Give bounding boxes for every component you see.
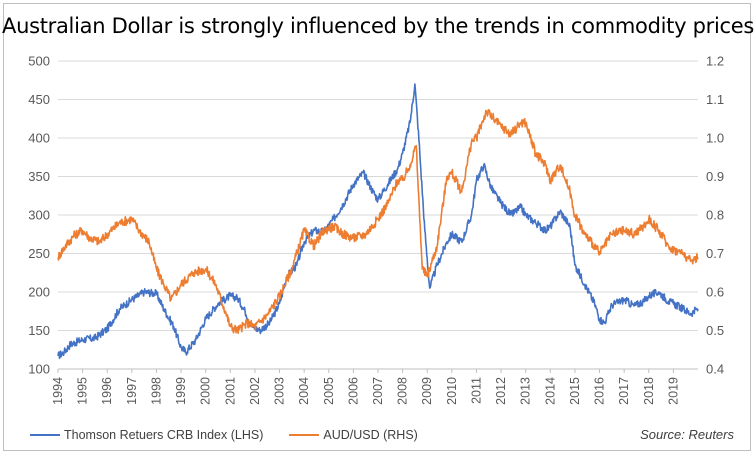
y-left-tick-label: 350 [28,169,50,184]
y-right-tick-label: 1.2 [706,54,724,69]
x-tick-label: 2009 [420,377,434,405]
x-tick-label: 2010 [445,377,459,405]
x-tick-label: 1994 [51,377,65,405]
x-tick-label: 2002 [248,377,262,405]
x-tick-label: 2017 [617,377,631,405]
x-tick-label: 2005 [322,377,336,405]
y-left-tick-label: 300 [28,208,50,223]
legend-item-aud: AUD/USD (RHS) [289,428,418,442]
chart-title: Australian Dollar is strongly influenced… [2,14,754,38]
x-tick-label: 1995 [76,377,90,405]
series-line-aud-usd [57,109,699,334]
y-left-tick-label: 500 [28,54,50,69]
y-left-tick-label: 450 [28,92,50,107]
y-right-tick-label: 0.8 [706,208,724,223]
x-tick-label: 2001 [223,377,237,405]
legend-item-crb: Thomson Retuers CRB Index (LHS) [30,428,263,442]
x-tick-label: 2015 [568,377,582,405]
legend-label-aud: AUD/USD (RHS) [323,428,418,442]
x-tick-label: 1998 [149,377,163,405]
series-line-crb-index [57,83,699,360]
x-tick-label: 2012 [494,377,508,405]
x-tick-label: 2004 [297,377,311,405]
y-right-tick-label: 0.4 [706,362,724,377]
legend-swatch-crb [30,434,60,436]
x-tick-label: 2000 [199,377,213,405]
y-right-tick-label: 0.7 [706,246,724,261]
legend-swatch-aud [289,434,320,436]
x-tick-label: 2006 [346,377,360,405]
x-tick-label: 2019 [666,377,680,405]
legend-label-crb: Thomson Retuers CRB Index (LHS) [64,428,264,442]
x-tick-label: 1997 [125,377,139,405]
y-left-tick-label: 100 [28,362,50,377]
y-right-tick-label: 1.0 [706,131,724,146]
x-tick-label: 2007 [371,377,385,405]
x-tick-label: 2011 [469,377,483,404]
y-right-tick-label: 0.9 [706,169,724,184]
y-right-tick-label: 0.6 [706,285,724,300]
y-left-tick-label: 200 [28,285,50,300]
x-tick-label: 2003 [273,377,287,405]
y-left-tick-label: 250 [28,246,50,261]
legend: Thomson Retuers CRB Index (LHS) AUD/USD … [30,428,444,442]
y-right-tick-label: 1.1 [706,92,724,107]
y-left-tick-label: 400 [28,131,50,146]
source-note: Source: Reuters [640,427,734,442]
x-tick-label: 2016 [593,377,607,405]
x-tick-label: 1999 [174,377,188,405]
x-tick-label: 2008 [396,377,410,405]
chart-frame [3,3,751,451]
y-right-tick-label: 0.5 [706,323,724,338]
x-tick-label: 2014 [543,377,557,405]
x-tick-label: 2018 [642,377,656,405]
y-left-tick-label: 150 [28,323,50,338]
x-tick-label: 1996 [100,377,114,405]
x-tick-label: 2013 [519,377,533,405]
